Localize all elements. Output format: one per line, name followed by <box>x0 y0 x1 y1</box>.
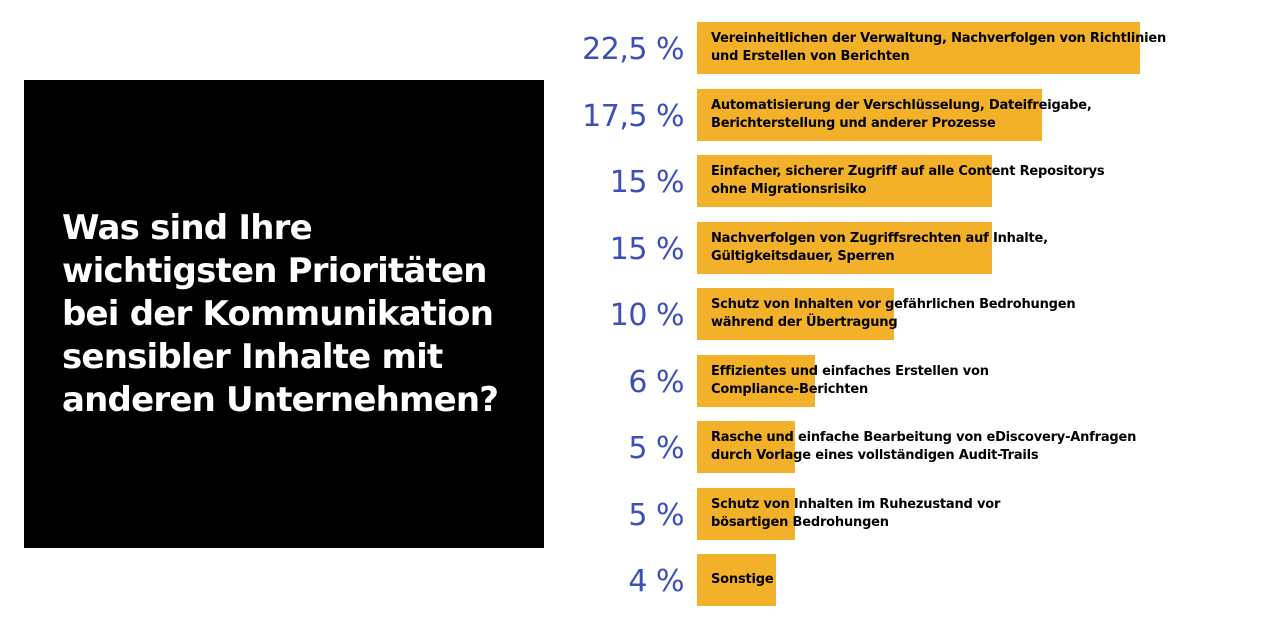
bar-row: 15 % Nachverfolgen von Zugriffsrechten au… <box>560 221 1260 274</box>
percent-label: 10 % <box>609 298 685 333</box>
bar-category-line: Rasche und einfache Bearbeitung von eDis… <box>711 430 1137 445</box>
bar <box>697 288 894 340</box>
question-title: Was sind Ihre wichtigsten Prioritäten be… <box>62 207 499 420</box>
percent-label: 5 % <box>628 431 684 466</box>
bar <box>697 487 795 540</box>
bar-category-text: Effizientes und einfaches Erstellen von C… <box>711 363 989 399</box>
bar-category-line: Nachverfolgen von Zugriffsrechten auf In… <box>711 230 1048 246</box>
bar-category-label: Rasche und einfache Bearbeitung von eDis… <box>711 421 1191 473</box>
bar-category-text: Sonstige <box>711 571 774 589</box>
bar-row: 6 % Effizientes und einfaches Erstellen v… <box>560 354 1260 407</box>
bar <box>697 88 1042 141</box>
percent-label: 15 % <box>609 165 685 200</box>
bar-category-label: Effizientes und einfaches Erstellen von C… <box>711 355 1191 407</box>
percent-label: 5 % <box>628 497 684 533</box>
bar-category-line: Schutz von Inhalten vor gefährlichen Bed… <box>711 297 1076 312</box>
percent-label: 15 % <box>609 231 685 267</box>
bar-category-line: Automatisierung der Verschlüsselung, Dat… <box>711 97 1092 113</box>
bar-category-label: Schutz von Inhalten vor gefährlichen Bed… <box>711 288 1191 340</box>
bar-category-text: Rasche und einfache Bearbeitung von eDis… <box>711 429 1136 465</box>
bar <box>697 421 795 473</box>
bar-category-line: ohne Migrationsrisiko <box>711 182 867 197</box>
bar <box>697 354 815 407</box>
bar-category-text: Schutz von Inhalten vor gefährlichen Bed… <box>711 296 1076 332</box>
bar-row: 5 % Schutz von Inhalten im Ruhezustand vo… <box>560 487 1260 540</box>
percent-label: 17,5 % <box>582 98 684 134</box>
bar-row: 5 % Rasche und einfache Bearbeitung von e… <box>560 421 1260 473</box>
bar-category-text: Nachverfolgen von Zugriffsrechten auf In… <box>711 230 1048 266</box>
bar-category-line: während der Übertragung <box>711 315 898 330</box>
bar-category-line: Schutz von Inhalten im Ruhezustand vor <box>711 496 1001 512</box>
bar-category-text: Automatisierung der Verschlüsselung, Dat… <box>711 97 1092 133</box>
bar-category-label: Schutz von Inhalten im Ruhezustand vor bö… <box>711 488 1191 540</box>
bar-category-label: Automatisierung der Verschlüsselung, Dat… <box>711 89 1191 141</box>
percent-label: 4 % <box>628 564 684 599</box>
bar <box>697 22 1140 74</box>
bar-category-text: Vereinheitlichen der Verwaltung, Nachver… <box>711 30 1166 66</box>
bar-category-line: Compliance-Berichten <box>711 381 869 397</box>
bar-category-label: Vereinheitlichen der Verwaltung, Nachver… <box>711 22 1191 74</box>
percent-label: 22,5 % <box>582 32 684 67</box>
bar <box>697 554 776 606</box>
bar-row: 22,5 % Vereinheitlichen der Verwaltung, N… <box>560 22 1260 74</box>
bar-category-text: Schutz von Inhalten im Ruhezustand vor bö… <box>711 496 1000 532</box>
bar-row: 4 % Sonstige <box>560 554 1260 606</box>
question-panel: Was sind Ihre wichtigsten Prioritäten be… <box>24 80 544 548</box>
bar-row: 17,5 % Automatisierung der Verschlüsselun… <box>560 88 1260 141</box>
bar-category-line: Einfacher, sicherer Zugriff auf alle Con… <box>711 164 1105 179</box>
bar-category-line: Vereinheitlichen der Verwaltung, Nachver… <box>711 31 1167 46</box>
bar-category-line: Gültigkeitsdauer, Sperren <box>711 248 895 264</box>
percent-label: 6 % <box>628 364 684 400</box>
bar <box>697 155 992 207</box>
bar <box>697 221 992 274</box>
bar-category-text: Einfacher, sicherer Zugriff auf alle Con… <box>711 163 1105 199</box>
bar-category-line: Effizientes und einfaches Erstellen von <box>711 363 989 379</box>
bar-category-line: Sonstige <box>711 572 774 587</box>
bar-category-label: Sonstige <box>711 554 1191 606</box>
bar-category-line: durch Vorlage eines vollständigen Audit-… <box>711 448 1039 463</box>
bar-row: 15 % Einfacher, sicherer Zugriff auf alle… <box>560 155 1260 207</box>
bar-category-label: Einfacher, sicherer Zugriff auf alle Con… <box>711 155 1191 207</box>
bar-row: 10 % Schutz von Inhalten vor gefährlichen… <box>560 288 1260 340</box>
bar-category-line: bösartigen Bedrohungen <box>711 514 889 530</box>
bar-category-line: und Erstellen von Berichten <box>711 49 910 64</box>
bar-category-label: Nachverfolgen von Zugriffsrechten auf In… <box>711 222 1191 274</box>
bar-category-line: Berichterstellung und anderer Prozesse <box>711 115 996 131</box>
